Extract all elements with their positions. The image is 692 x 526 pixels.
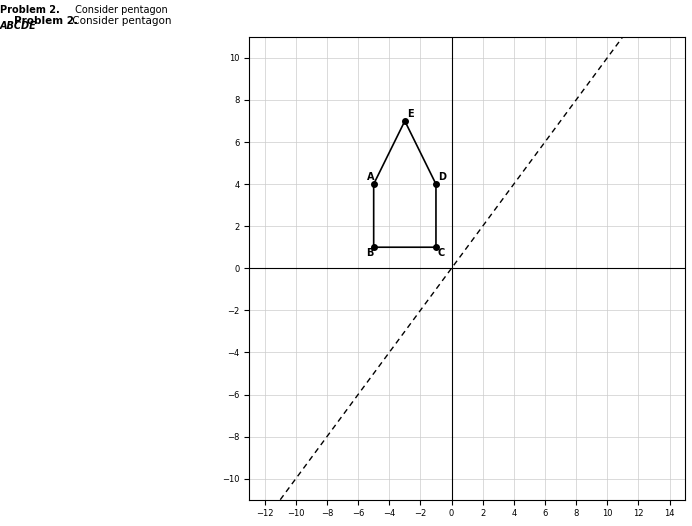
Text: ABCDE: ABCDE: [0, 21, 37, 31]
Text: B: B: [366, 248, 373, 258]
Text: C: C: [437, 248, 445, 258]
Text: E: E: [407, 109, 414, 119]
Text: Consider pentagon: Consider pentagon: [72, 5, 170, 15]
Text: Consider pentagon: Consider pentagon: [69, 16, 175, 26]
Text: D: D: [438, 172, 446, 182]
Text: Problem 2.: Problem 2.: [0, 5, 60, 15]
Text: Problem 2.: Problem 2.: [14, 16, 78, 26]
Text: A: A: [367, 172, 375, 182]
